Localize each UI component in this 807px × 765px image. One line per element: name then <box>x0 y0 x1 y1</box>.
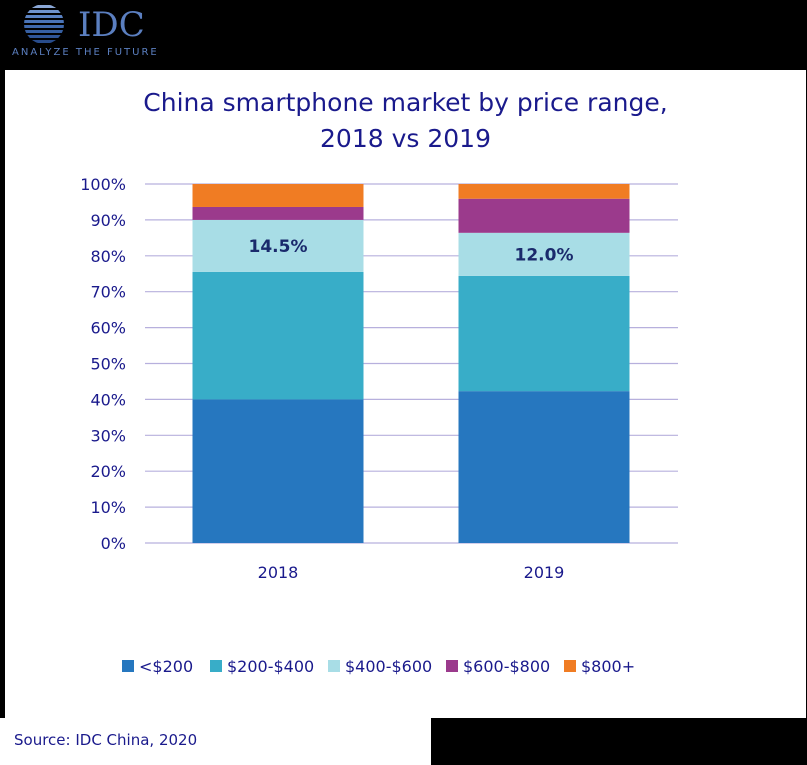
chart-title-line-1: China smartphone market by price range, <box>143 88 668 117</box>
legend-label: $200-$400 <box>227 657 314 676</box>
idc-logo: IDC ANALYZE THE FUTURE <box>12 4 159 58</box>
chart-title-line-2: 2018 vs 2019 <box>320 124 491 153</box>
legend-label: <$200 <box>139 657 193 676</box>
bar-segment <box>192 206 364 220</box>
bar-segment <box>458 391 630 543</box>
logo-tagline: ANALYZE THE FUTURE <box>12 47 159 58</box>
bar-segment <box>192 271 364 400</box>
chart-panel: China smartphone market by price range, … <box>5 70 806 718</box>
data-label: 14.5% <box>249 237 308 257</box>
bar-segment <box>458 275 630 392</box>
bar-segment <box>458 232 630 276</box>
y-tick-label: 90% <box>90 211 126 230</box>
legend-swatch <box>210 660 222 672</box>
logo-brand-text: IDC <box>78 5 145 45</box>
data-label: 12.0% <box>515 245 574 265</box>
legend-label: $400-$600 <box>345 657 432 676</box>
y-tick-label: 40% <box>90 390 126 409</box>
y-tick-label: 30% <box>90 426 126 445</box>
source-box: Source: IDC China, 2020 <box>0 718 431 765</box>
globe-icon <box>24 4 64 44</box>
bar-segment <box>458 184 630 199</box>
legend-swatch <box>328 660 340 672</box>
y-tick-label: 60% <box>90 319 126 338</box>
legend-swatch <box>122 660 134 672</box>
y-tick-label: 0% <box>101 534 126 553</box>
y-tick-label: 20% <box>90 462 126 481</box>
bar-segment <box>192 219 364 272</box>
y-tick-label: 50% <box>90 355 126 374</box>
y-tick-label: 70% <box>90 283 126 302</box>
legend-swatch <box>564 660 576 672</box>
bar-segment <box>458 198 630 233</box>
bar-segment <box>192 399 364 543</box>
y-tick-label: 80% <box>90 247 126 266</box>
stacked-bar-chart: 0% 10% 20% 30% 40% 50% 60% 70% 80% 90% 100% 2018 201… <box>80 175 678 676</box>
legend-label: $600-$800 <box>463 657 550 676</box>
legend-swatch <box>446 660 458 672</box>
x-tick-label: 2019 <box>524 563 565 582</box>
y-tick-label: 10% <box>90 498 126 517</box>
legend-label: $800+ <box>581 657 635 676</box>
x-tick-label: 2018 <box>258 563 299 582</box>
source-note: Source: IDC China, 2020 <box>14 731 198 749</box>
y-tick-label: 100% <box>80 175 126 194</box>
bar-segment <box>192 184 364 207</box>
